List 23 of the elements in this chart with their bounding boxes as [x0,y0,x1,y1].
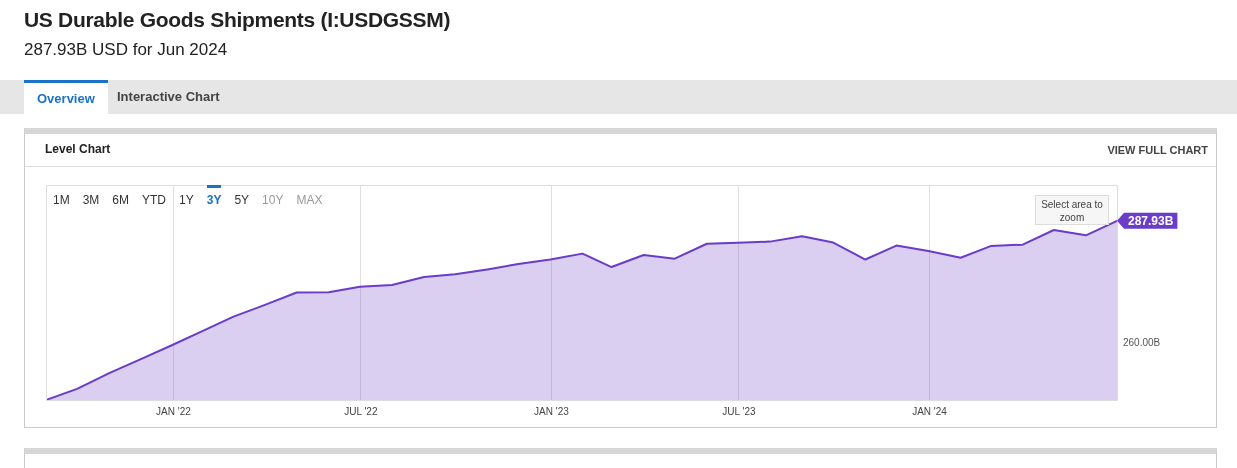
text: MAX [296,193,323,207]
text: 6M [112,193,130,207]
x-tick-label: JAN '22 [156,405,192,417]
x-tick-label: JAN '24 [912,405,948,417]
text: Interactive Chart [116,88,221,106]
annotation: 287.93B [1128,214,1174,229]
text: 260.00B [1123,337,1161,348]
chart-subtitle: 287.93B USD for Jun 2024 [24,40,228,60]
text: 1M [53,193,70,207]
x-tick-label: JUL '23 [722,405,756,417]
text: YTD [142,193,167,207]
x-tick-label: JUL '22 [344,405,378,417]
text: Overview [24,80,108,114]
annotation: Select area to zoom [1035,195,1109,225]
chart-title: US Durable Goods Shipments (I:USDGSSM) [24,8,451,32]
text: 3Y [206,193,222,207]
text: 5Y [234,193,250,207]
text: 10Y [262,193,284,207]
text: VIEW FULL CHART [1107,144,1208,156]
x-tick-label: JAN '23 [534,405,570,417]
text: 1Y [179,193,194,207]
text: 3M [82,193,100,207]
text: Level Chart [45,142,111,156]
